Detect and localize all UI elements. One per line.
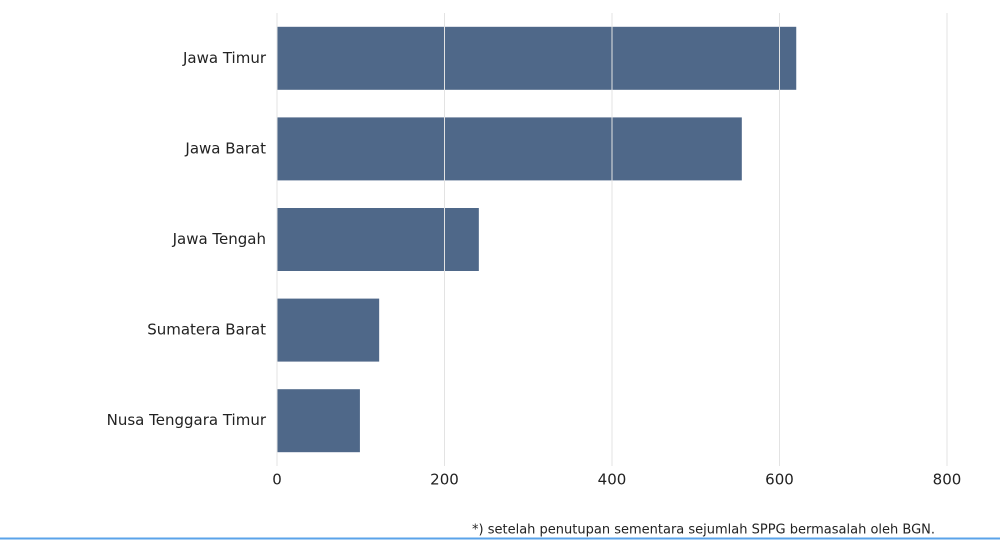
y-tick-label: Sumatera Barat	[147, 321, 266, 339]
y-tick-label: Jawa Timur	[182, 49, 267, 67]
x-tick-label: 0	[272, 471, 282, 489]
bar	[277, 117, 742, 181]
footnote: *) setelah penutupan sementara sejumlah …	[472, 523, 935, 538]
bar	[277, 298, 380, 362]
bar	[277, 208, 479, 271]
y-tick-label: Jawa Tengah	[172, 230, 266, 248]
y-tick-label: Nusa Tenggara Timur	[107, 411, 267, 429]
bar	[277, 26, 797, 90]
x-tick-label: 400	[598, 471, 627, 489]
x-tick-label: 200	[430, 471, 459, 489]
x-tick-label: 600	[765, 471, 794, 489]
x-tick-label: 800	[933, 471, 962, 489]
y-tick-label: Jawa Barat	[184, 139, 266, 157]
bar	[277, 389, 360, 453]
